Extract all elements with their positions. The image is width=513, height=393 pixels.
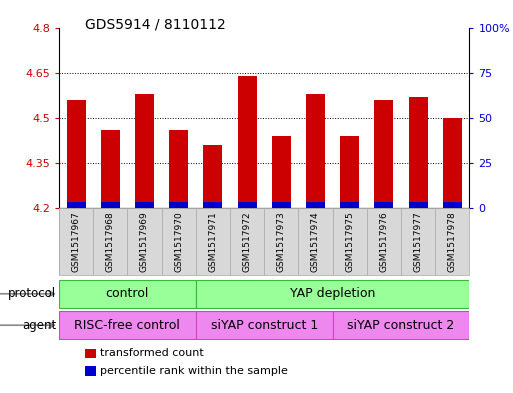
Bar [409, 97, 427, 208]
Bar [162, 208, 196, 275]
Bar [59, 280, 196, 308]
Bar [196, 311, 332, 339]
Bar [135, 94, 154, 208]
Bar [435, 208, 469, 275]
Text: control: control [106, 287, 149, 300]
Bar [101, 202, 120, 208]
Text: protocol: protocol [8, 287, 56, 301]
Bar [306, 202, 325, 208]
Text: GDS5914 / 8110112: GDS5914 / 8110112 [85, 18, 225, 32]
Text: GSM1517977: GSM1517977 [413, 212, 423, 272]
Bar [374, 100, 393, 208]
Bar [340, 202, 359, 208]
Text: agent: agent [22, 319, 56, 332]
Text: GSM1517971: GSM1517971 [208, 212, 218, 272]
Bar [204, 202, 222, 208]
Text: GSM1517978: GSM1517978 [448, 212, 457, 272]
Bar [340, 136, 359, 208]
Bar [332, 311, 469, 339]
Text: siYAP construct 2: siYAP construct 2 [347, 319, 455, 332]
Text: GSM1517968: GSM1517968 [106, 212, 115, 272]
Text: RISC-free control: RISC-free control [74, 319, 181, 332]
Bar [332, 208, 367, 275]
Bar [93, 208, 127, 275]
Bar [204, 145, 222, 208]
Bar [238, 202, 256, 208]
Text: GSM1517972: GSM1517972 [243, 212, 251, 272]
Text: percentile rank within the sample: percentile rank within the sample [100, 366, 288, 376]
Text: GSM1517970: GSM1517970 [174, 212, 183, 272]
Bar [67, 202, 86, 208]
Bar [59, 208, 93, 275]
Text: siYAP construct 1: siYAP construct 1 [210, 319, 318, 332]
Bar [169, 202, 188, 208]
Text: YAP depletion: YAP depletion [290, 287, 376, 300]
Text: GSM1517967: GSM1517967 [72, 212, 81, 272]
Bar [299, 208, 332, 275]
Text: GSM1517975: GSM1517975 [345, 212, 354, 272]
Bar [367, 208, 401, 275]
Bar [230, 208, 264, 275]
Bar [59, 311, 196, 339]
Bar [272, 136, 291, 208]
Text: GSM1517969: GSM1517969 [140, 212, 149, 272]
Bar [101, 130, 120, 208]
Text: GSM1517976: GSM1517976 [380, 212, 388, 272]
Bar [443, 202, 462, 208]
Bar [169, 130, 188, 208]
Bar [374, 202, 393, 208]
Bar [443, 118, 462, 208]
Bar [127, 208, 162, 275]
Bar [135, 202, 154, 208]
Bar [196, 280, 469, 308]
Bar [238, 76, 256, 208]
Bar [272, 202, 291, 208]
Bar [401, 208, 435, 275]
Bar [264, 208, 299, 275]
Bar [409, 202, 427, 208]
Bar [67, 100, 86, 208]
Text: GSM1517974: GSM1517974 [311, 212, 320, 272]
Bar [306, 94, 325, 208]
Text: transformed count: transformed count [100, 348, 204, 358]
Bar [196, 208, 230, 275]
Text: GSM1517973: GSM1517973 [277, 212, 286, 272]
